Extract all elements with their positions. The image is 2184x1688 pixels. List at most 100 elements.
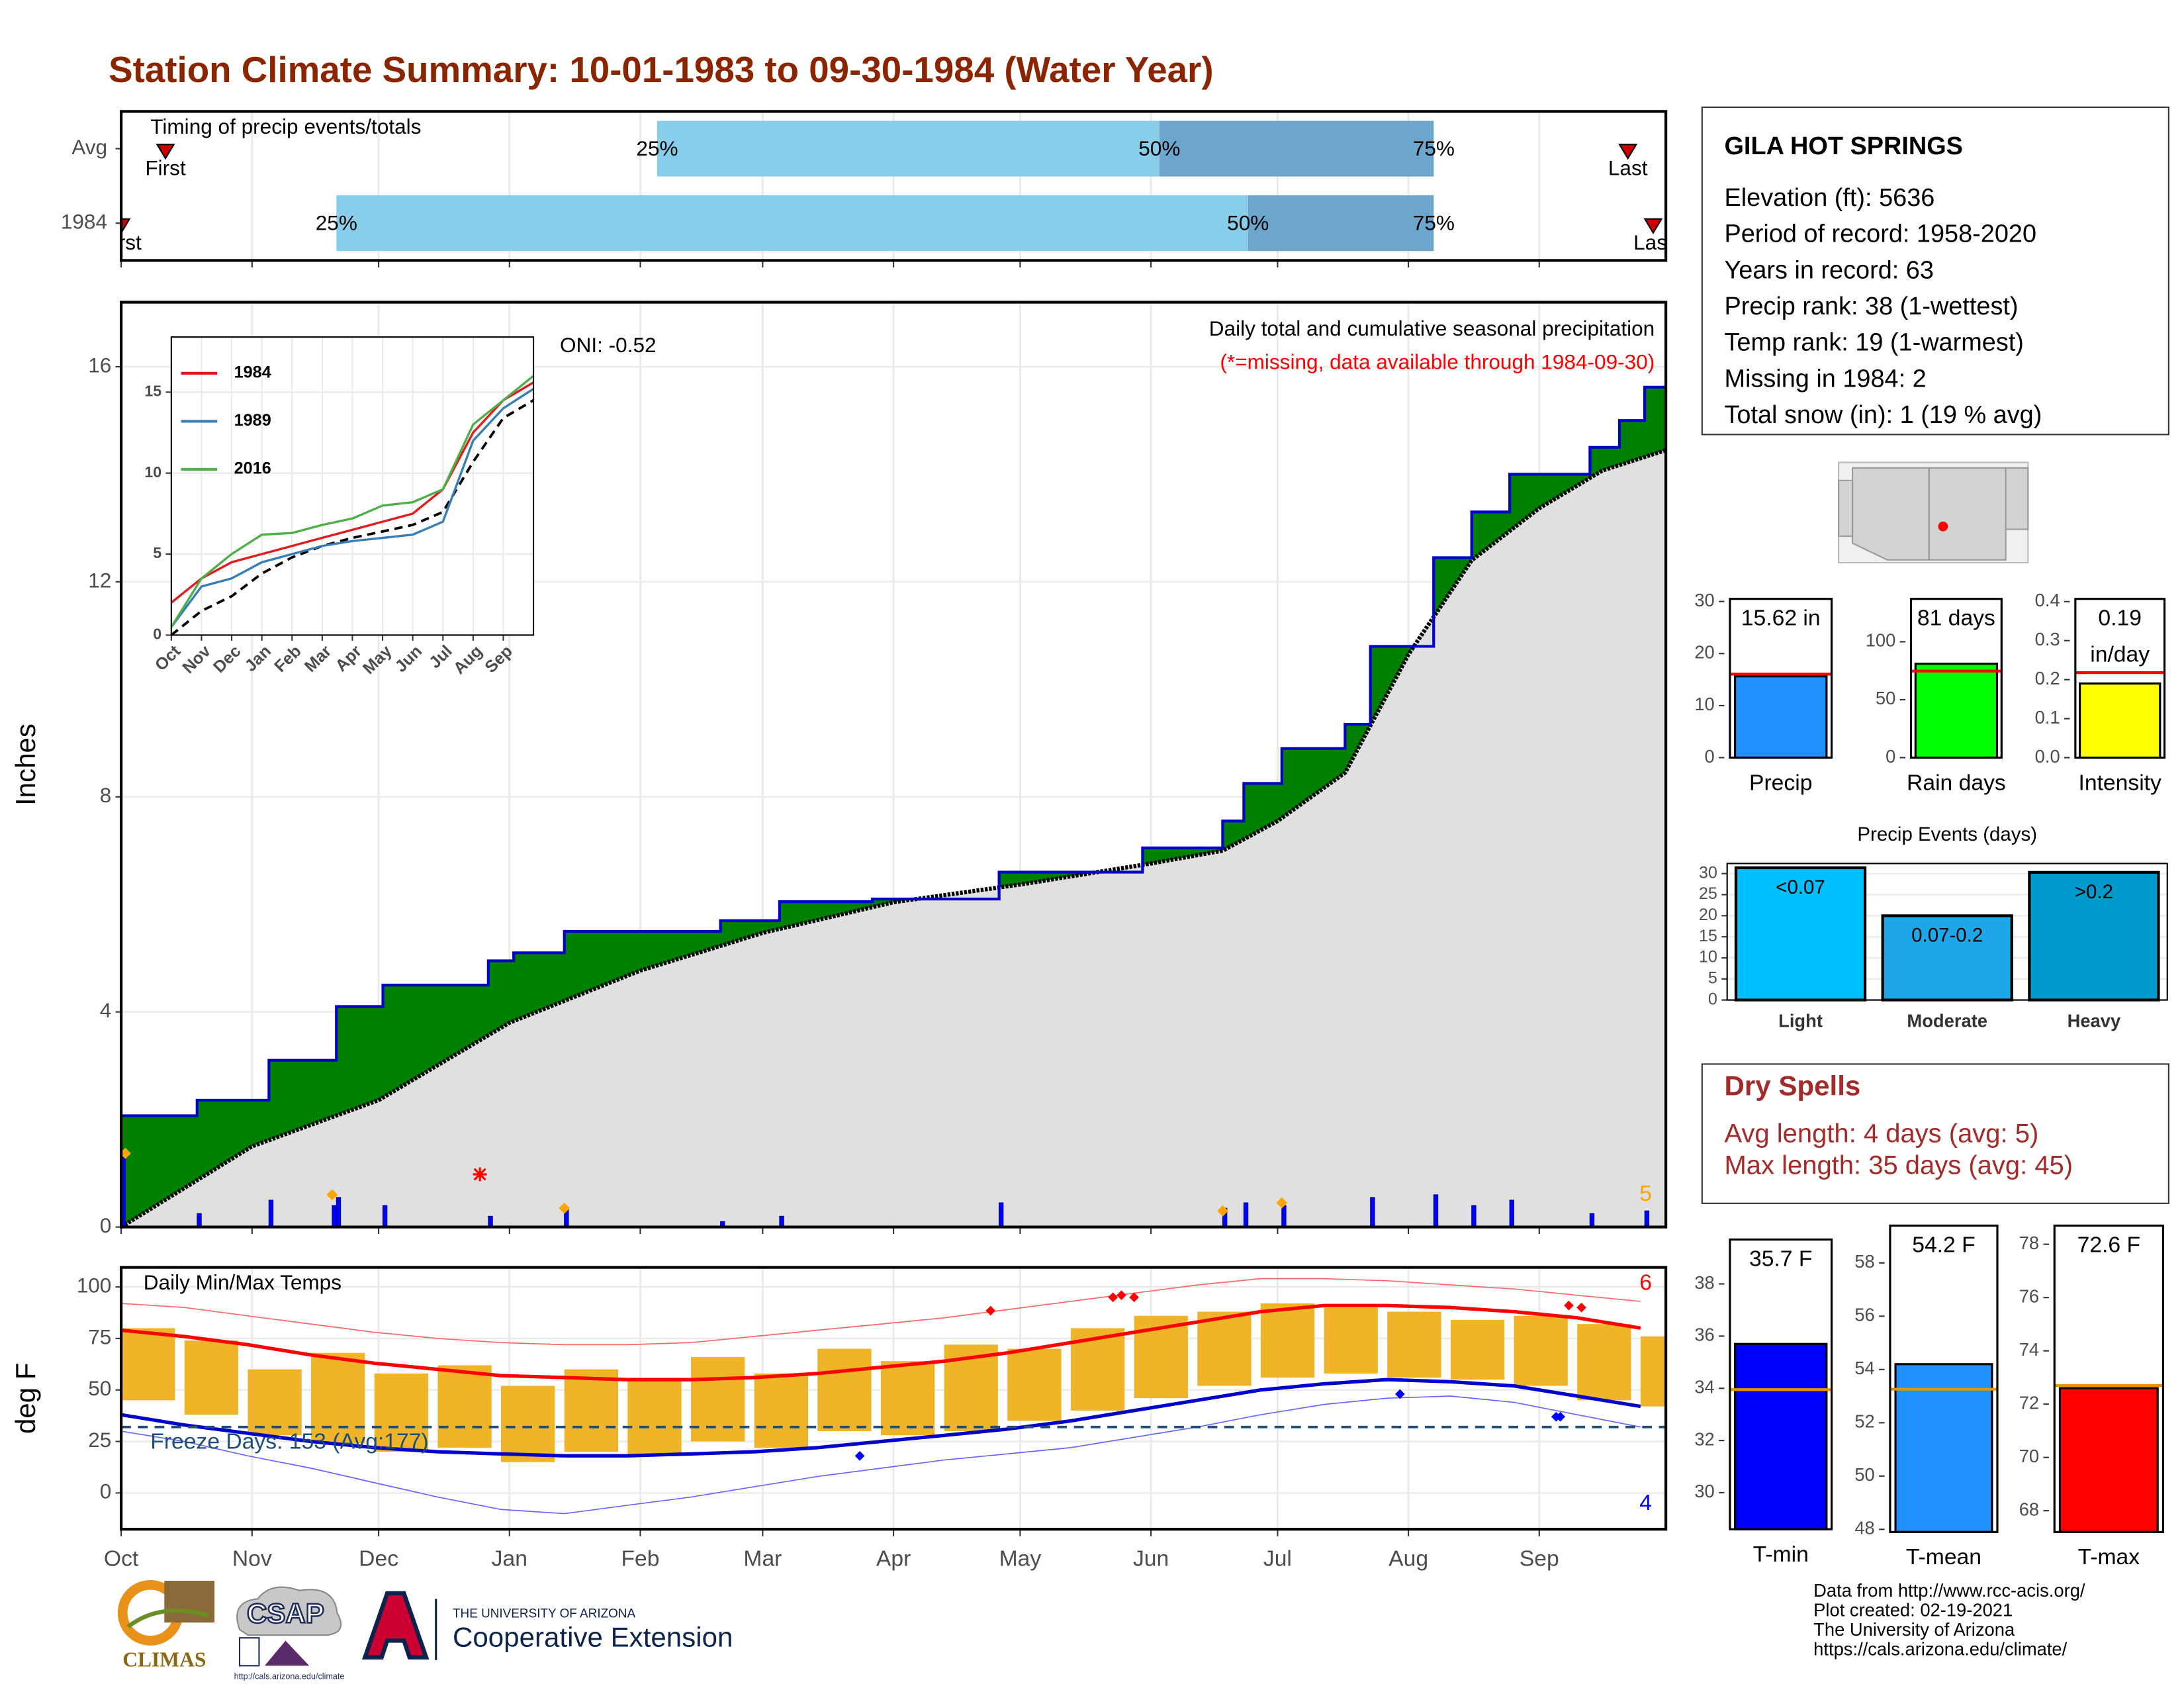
y-tick-label: 32 [1694,1429,1714,1449]
y-tick-label: 56 [1854,1305,1874,1325]
temp-range-bar [817,1348,872,1432]
record-marker [1108,1292,1118,1303]
daily-bar [382,1205,388,1228]
value-label-box: 15.62 in [1741,607,1821,631]
legend-label: 1984 [234,363,271,382]
freeze-label: Freeze Days: 153 (Avg:177) [150,1430,428,1454]
y-tick-label: 68 [2019,1499,2039,1519]
daily-bar [488,1215,493,1228]
daily-bar [1644,1210,1650,1228]
y-axis-title: deg F [10,1363,41,1434]
x-tick-label: Dec [210,642,245,677]
daily-bar [197,1213,202,1228]
page-title: Station Climate Summary: 10-01-1983 to 0… [109,49,1213,90]
y-tick-label: 0.1 [2035,707,2060,727]
plot-frame [170,336,535,636]
footer-line: Plot created: 02-19-2021 [1813,1600,2013,1620]
x-tick-label: Jul [426,642,456,673]
x-tick-label: Apr [876,1546,911,1571]
plot-frame [119,1266,1668,1531]
y-tick-label: 15 [144,382,161,399]
series-line [170,381,534,604]
quartile-bar [1248,195,1434,252]
y-tick-label: 10 [1694,694,1714,714]
bar [1894,1363,1993,1533]
x-tick-label: Sep [1520,1546,1559,1571]
y-axis-title: Inches [10,724,41,806]
avg-min-line [121,1378,1641,1458]
locator-map [1838,461,2029,564]
plot-frame [119,301,1668,1229]
chart-title: Daily Min/Max Temps [144,1270,341,1294]
y-tick-label: 50 [1854,1464,1874,1485]
x-tick-label: Jun [392,642,426,677]
quartile-label: 25% [636,136,678,160]
record-marker [1564,1300,1574,1311]
ua-logo: THE UNIVERSITY OF ARIZONA Cooperative Ex… [361,1591,733,1660]
series-line [170,375,535,628]
bar [2058,1387,2159,1533]
chart-subtitle: (*=missing, data available through 1984-… [1220,350,1655,373]
value-label: 35.7 F [1749,1248,1813,1272]
climas-text: CLIMAS [122,1648,206,1671]
plot-frame [2074,598,2166,759]
y-tick-label: 54 [1854,1358,1874,1378]
csap-url: http://cals.arizona.edu/climate [234,1671,345,1681]
daily-bar [1281,1205,1287,1228]
quartile-bar [657,120,1160,177]
station-line: Missing in 1984: 2 [1724,365,1926,393]
y-tick-label: 5 [1708,968,1717,987]
category-label: Heavy [2068,1011,2121,1031]
y-tick-label: 0.3 [2035,629,2060,649]
missing-marker [473,1167,487,1182]
value-label-box: 54.2 F [1912,1234,1975,1258]
daily-bar [336,1197,341,1228]
temp-range-bar [311,1352,365,1444]
quartile-label: 75% [1413,211,1455,235]
temp-range-bar [1324,1307,1378,1374]
y-tick-label: 15 [1699,927,1717,945]
daily-bar [1370,1197,1375,1228]
temp-range-bar [1260,1303,1315,1378]
legend-label: 1989 [234,411,271,430]
y-tick-label: 30 [1699,863,1717,882]
x-tick-label: May [999,1546,1042,1571]
category-label: Rain days [1907,771,2006,795]
temp-range-bar [1450,1319,1505,1380]
y-tick-label: 74 [2019,1339,2039,1360]
plot-frame [1726,863,2168,1001]
y-tick-label: 50 [88,1376,111,1400]
bar-label: 0.07-0.2 [1911,925,1983,947]
category-label: T-min [1753,1542,1809,1567]
daily-bar [998,1202,1004,1228]
station-line: Total snow (in): 1 (19 % avg) [1724,401,2042,429]
y-tick-label: 36 [1694,1325,1714,1345]
daily-bar [779,1215,784,1228]
value-label: 72.6 F [2077,1234,2141,1258]
quartile-bar [1159,120,1434,177]
bar [1734,1342,1828,1530]
station-name: GILA HOT SPRINGS [1724,132,1962,160]
record-marker [1555,1411,1566,1422]
temp-range-bar [1577,1324,1631,1401]
y-tick-label: 20 [1699,906,1717,924]
y-tick-label: 25 [88,1428,111,1452]
x-tick-label: Feb [271,642,305,677]
y-tick-label: 0 [1886,746,1895,767]
y-tick-label: 78 [2019,1233,2039,1253]
category-label: T-max [2078,1545,2140,1570]
y-tick-label: 20 [1694,641,1714,662]
climas-logo: CLIMAS [117,1579,215,1671]
row-label: 1984 [61,210,107,234]
value-label: 81 days [1917,607,1995,632]
y-tick-label: 5 [153,544,161,561]
daily-bar [1243,1202,1249,1228]
daily-bar [1509,1199,1514,1228]
temp-range-bar [437,1365,492,1448]
temp-range-bar [1514,1315,1568,1386]
plot-frame [1729,598,1833,759]
plot-frame [119,110,1668,262]
x-tick-label: Oct [152,641,185,675]
cumulative-line [121,385,1666,1117]
plot-frame [1909,598,2003,759]
